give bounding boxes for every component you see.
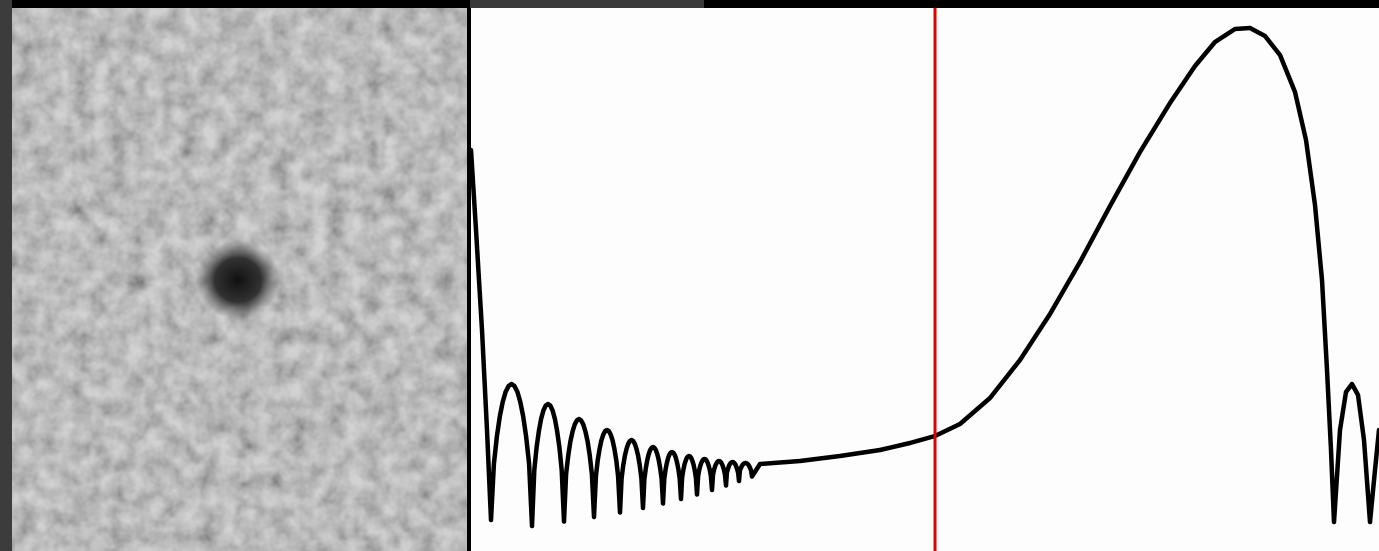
panel-divider [467, 8, 471, 551]
left-border [0, 0, 12, 551]
dark-spot [196, 240, 280, 320]
plot-curve [468, 25, 1379, 529]
texture-panel [0, 0, 471, 551]
top-bar-grey [470, 0, 704, 8]
plot-panel [468, 8, 1379, 551]
plot-background [471, 8, 1379, 551]
